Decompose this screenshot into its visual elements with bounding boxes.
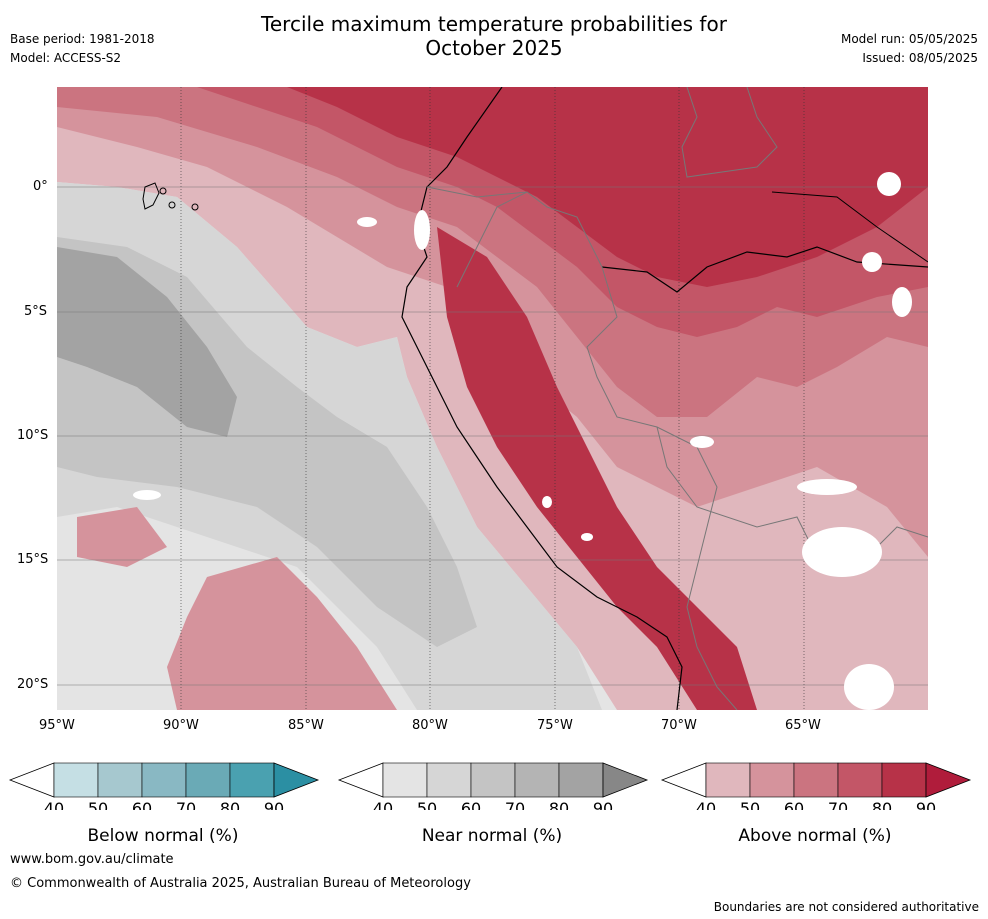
chart-title: Tercile maximum temperature probabilitie… (0, 12, 988, 60)
lat-label-0: 0° (33, 179, 48, 194)
colorbar-near-segment (558, 762, 604, 798)
coastline (401, 87, 683, 710)
colorbar-label-below: Below normal (%) (87, 826, 239, 846)
lat-label-15s: 15°S (17, 552, 49, 567)
colorbar-below-segment (97, 762, 143, 798)
lon-label-95w: 95°W (39, 718, 75, 733)
colorbar-below-segment (229, 762, 275, 798)
colorbar-near-tick: 60 (461, 799, 481, 810)
colorbar-above-segment (793, 762, 839, 798)
colorbar-below-segment (53, 762, 99, 798)
colorbar-near-tick: 40 (373, 799, 393, 810)
lon-label-65w: 65°W (785, 718, 821, 733)
lon-label-85w: 85°W (288, 718, 324, 733)
colorbar-below-tick: 90 (264, 799, 284, 810)
colorbar-near-high-arrow (602, 762, 649, 798)
colorbar-below-tick: 60 (132, 799, 152, 810)
colorbar-near-tick: 70 (505, 799, 525, 810)
amazon-river (601, 246, 928, 293)
colorbar-below: 40 50 60 70 80 90 (8, 762, 320, 810)
colorbar-above-tick: 50 (740, 799, 760, 810)
title-line-2: October 2025 (425, 36, 563, 60)
colorbar-below-tick: 40 (44, 799, 64, 810)
title-line-1: Tercile maximum temperature probabilitie… (261, 12, 727, 36)
colorbar-below-segment (185, 762, 231, 798)
coastline-north (771, 191, 928, 263)
colorbar-above-high-arrow (925, 762, 972, 798)
colorbar-label-above: Above normal (%) (738, 826, 892, 846)
colorbar-above-segment (705, 762, 751, 798)
colorbar-below-low-arrow (8, 762, 55, 798)
graticule (57, 87, 928, 710)
colorbar-near-low-arrow (337, 762, 384, 798)
lat-label-5s: 5°S (24, 304, 48, 319)
colorbar-legend: 40 50 60 70 80 90 40 50 60 70 80 90 40 50 60 70 80 90 (8, 762, 972, 810)
colorbar-below-tick: 70 (176, 799, 196, 810)
country-borders (426, 87, 928, 710)
colorbar-below-segment (141, 762, 187, 798)
lon-label-75w: 75°W (537, 718, 573, 733)
website-text: www.bom.gov.au/climate (10, 852, 174, 867)
lat-label-20s: 20°S (17, 677, 49, 692)
andes-above-normal-zone (437, 227, 757, 710)
colorbar-near-segment (382, 762, 428, 798)
colorbar-label-near: Near normal (%) (421, 826, 563, 846)
colorbar-above-segment (881, 762, 927, 798)
colorbar-above-tick: 60 (784, 799, 804, 810)
colorbar-above-tick: 80 (872, 799, 892, 810)
galapagos-islands (142, 182, 199, 211)
colorbar-near-segment (514, 762, 560, 798)
west-above-normal-zone (77, 507, 167, 567)
colorbar-below-tick: 50 (88, 799, 108, 810)
lon-label-80w: 80°W (412, 718, 448, 733)
probability-map (57, 87, 928, 710)
copyright-text: © Commonwealth of Australia 2025, Austra… (10, 876, 471, 891)
colorbar-below-tick: 80 (220, 799, 240, 810)
colorbar-above: 40 50 60 70 80 90 (660, 762, 972, 810)
issued-date: Issued: 08/05/2025 (862, 51, 978, 65)
colorbar-near-tick: 80 (549, 799, 569, 810)
colorbar-above-tick: 70 (828, 799, 848, 810)
colorbar-near-tick: 90 (593, 799, 613, 810)
colorbar-above-segment (837, 762, 883, 798)
disclaimer-text: Boundaries are not considered authoritat… (713, 900, 979, 914)
model-name: Model: ACCESS-S2 (10, 51, 122, 65)
colorbar-above-tick: 40 (696, 799, 716, 810)
base-period: Base period: 1981-2018 (10, 32, 155, 46)
map-canvas (57, 87, 928, 710)
colorbar-near-segment (426, 762, 472, 798)
colorbar-above-tick: 90 (916, 799, 936, 810)
colorbar-near-segment (470, 762, 516, 798)
colorbar-above-segment (749, 762, 795, 798)
lon-label-70w: 70°W (661, 718, 697, 733)
lon-label-90w: 90°W (163, 718, 199, 733)
colorbar-near-tick: 50 (417, 799, 437, 810)
below-threshold-patches (133, 172, 912, 710)
colorbar-near: 40 50 60 70 80 90 (337, 762, 649, 810)
near-normal-80-zone (57, 247, 237, 437)
model-run-date: Model run: 05/05/2025 (840, 32, 978, 46)
lat-label-10s: 10°S (17, 428, 49, 443)
colorbar-above-low-arrow (660, 762, 707, 798)
southwest-above-normal-zone (167, 557, 397, 710)
colorbar-below-high-arrow (273, 762, 320, 798)
